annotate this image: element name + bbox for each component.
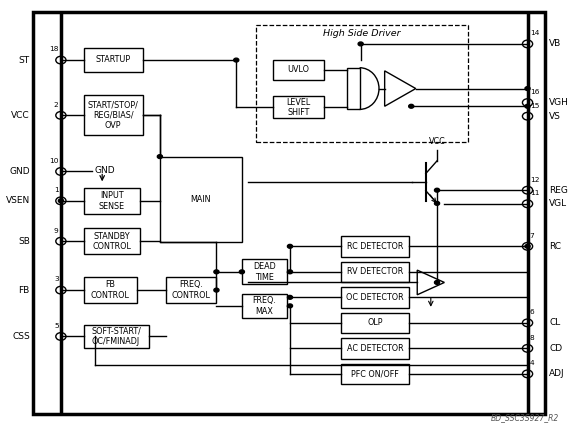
Text: 7: 7 — [530, 233, 534, 239]
Text: 18: 18 — [49, 46, 59, 52]
Text: GND: GND — [95, 166, 115, 175]
FancyBboxPatch shape — [341, 236, 409, 256]
FancyBboxPatch shape — [84, 48, 143, 71]
Text: RV DETECTOR: RV DETECTOR — [347, 268, 403, 276]
Circle shape — [434, 280, 440, 284]
Text: AC DETECTOR: AC DETECTOR — [347, 344, 403, 353]
Text: VGL: VGL — [549, 199, 567, 208]
Text: INPUT
SENSE: INPUT SENSE — [99, 191, 125, 211]
Text: STARTUP: STARTUP — [96, 55, 131, 64]
Text: VS: VS — [549, 112, 561, 121]
Text: 15: 15 — [530, 103, 539, 109]
Text: 12: 12 — [530, 176, 539, 182]
Text: FB: FB — [18, 285, 30, 294]
Text: 2: 2 — [54, 102, 59, 108]
Circle shape — [58, 199, 63, 203]
FancyBboxPatch shape — [341, 364, 409, 384]
Text: VSEN: VSEN — [6, 196, 30, 205]
Text: 6: 6 — [530, 309, 534, 315]
FancyBboxPatch shape — [242, 294, 287, 318]
FancyBboxPatch shape — [341, 262, 409, 282]
Text: VB: VB — [549, 39, 561, 48]
Text: 9: 9 — [54, 228, 59, 234]
Text: 10: 10 — [49, 158, 59, 164]
Text: ADJ: ADJ — [549, 369, 565, 378]
Text: START/STOP/
REG/BIAS/
OVP: START/STOP/ REG/BIAS/ OVP — [88, 100, 138, 130]
Text: RC: RC — [549, 242, 561, 251]
FancyBboxPatch shape — [84, 228, 140, 254]
Circle shape — [287, 304, 293, 308]
Circle shape — [287, 295, 293, 299]
Text: FREQ.
CONTROL: FREQ. CONTROL — [171, 280, 211, 300]
Text: OC DETECTOR: OC DETECTOR — [346, 293, 404, 302]
Circle shape — [158, 155, 162, 158]
Text: 16: 16 — [530, 89, 539, 95]
Circle shape — [525, 104, 530, 108]
Circle shape — [234, 58, 239, 62]
Text: GND: GND — [9, 167, 30, 176]
Text: PFC ON/OFF: PFC ON/OFF — [351, 369, 399, 378]
Circle shape — [434, 202, 440, 205]
Text: BD_SSC3S927_R2: BD_SSC3S927_R2 — [490, 413, 559, 422]
Text: RC DETECTOR: RC DETECTOR — [347, 242, 403, 251]
Text: SOFT-START/
OC/FMINADJ: SOFT-START/ OC/FMINADJ — [91, 327, 141, 346]
Circle shape — [287, 270, 293, 274]
Circle shape — [525, 244, 530, 248]
Text: STANDBY
CONTROL: STANDBY CONTROL — [92, 232, 131, 251]
Text: 4: 4 — [530, 360, 534, 366]
FancyBboxPatch shape — [166, 277, 216, 303]
Text: 5: 5 — [54, 323, 59, 329]
Text: OLP: OLP — [367, 318, 383, 327]
FancyBboxPatch shape — [84, 187, 140, 214]
Text: 8: 8 — [530, 335, 534, 341]
Circle shape — [434, 188, 440, 192]
FancyBboxPatch shape — [341, 312, 409, 333]
Text: VCC: VCC — [429, 137, 445, 146]
Text: 3: 3 — [54, 276, 59, 282]
Text: CL: CL — [549, 318, 560, 327]
Text: SB: SB — [18, 237, 30, 246]
Circle shape — [409, 104, 414, 108]
Circle shape — [239, 270, 245, 274]
Text: FREQ.
MAX: FREQ. MAX — [253, 296, 276, 315]
Circle shape — [214, 288, 219, 292]
Circle shape — [214, 270, 219, 274]
Text: VCC: VCC — [11, 111, 30, 120]
Text: 1: 1 — [54, 187, 59, 193]
Circle shape — [358, 42, 363, 46]
Circle shape — [287, 244, 293, 248]
Text: CD: CD — [549, 344, 562, 353]
Text: MAIN: MAIN — [190, 195, 211, 204]
Text: REG: REG — [549, 186, 568, 195]
FancyBboxPatch shape — [84, 95, 143, 135]
Text: FB
CONTROL: FB CONTROL — [91, 280, 130, 300]
FancyBboxPatch shape — [84, 277, 137, 303]
FancyBboxPatch shape — [256, 25, 468, 142]
Text: 11: 11 — [530, 190, 539, 196]
Text: High Side Driver: High Side Driver — [323, 29, 401, 38]
Text: 14: 14 — [530, 30, 539, 36]
FancyBboxPatch shape — [273, 96, 324, 118]
Text: UVLO: UVLO — [287, 65, 309, 74]
Text: LEVEL
SHIFT: LEVEL SHIFT — [286, 98, 310, 117]
FancyBboxPatch shape — [242, 259, 287, 284]
FancyBboxPatch shape — [160, 157, 242, 242]
Circle shape — [525, 86, 530, 90]
Text: VGH: VGH — [549, 98, 569, 107]
Text: ST: ST — [18, 56, 30, 65]
FancyBboxPatch shape — [347, 68, 359, 110]
FancyBboxPatch shape — [341, 287, 409, 308]
FancyBboxPatch shape — [84, 324, 148, 348]
FancyBboxPatch shape — [341, 338, 409, 359]
FancyBboxPatch shape — [33, 12, 545, 414]
FancyBboxPatch shape — [273, 59, 324, 80]
Text: CSS: CSS — [12, 332, 30, 341]
Text: DEAD
TIME: DEAD TIME — [253, 262, 276, 282]
